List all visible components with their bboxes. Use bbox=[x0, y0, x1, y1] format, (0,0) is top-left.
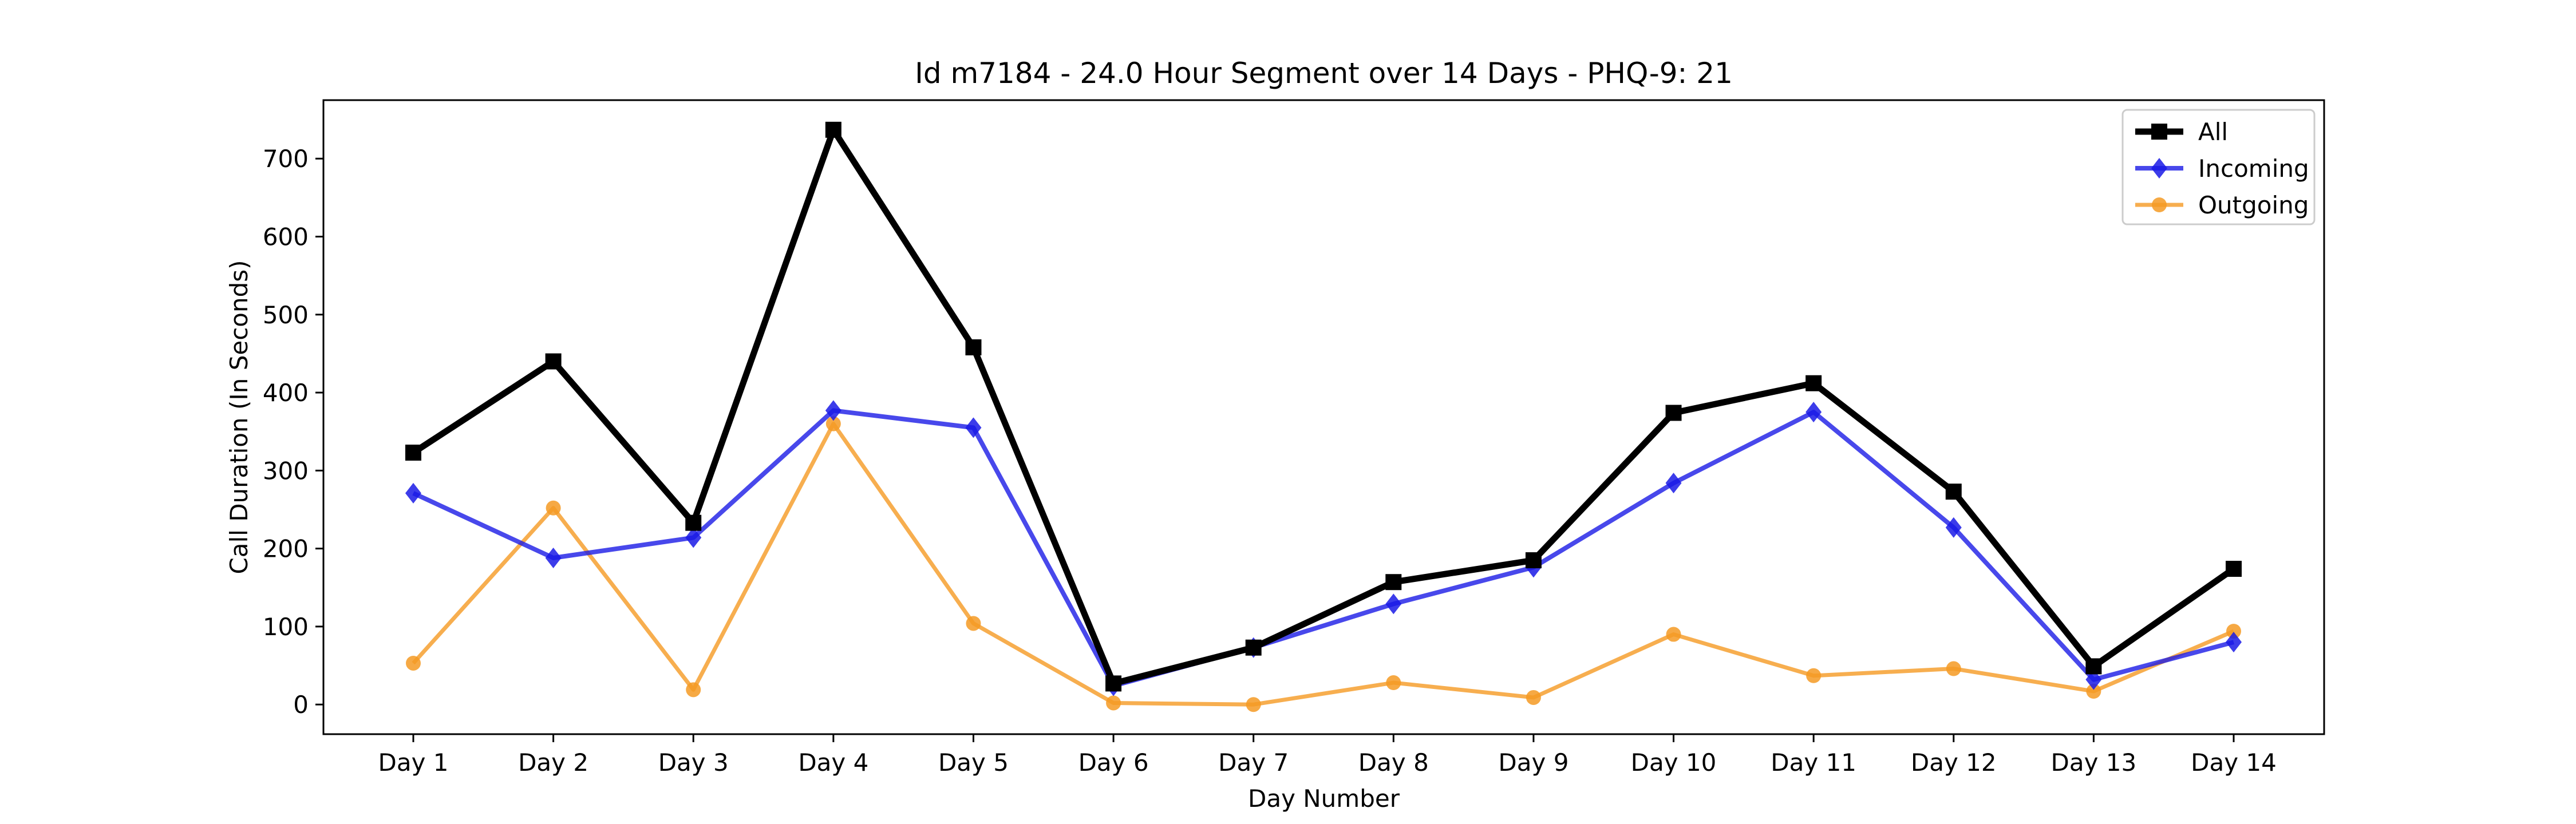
data-point-all bbox=[2226, 561, 2242, 577]
legend-item-outgoing: Outgoing bbox=[2135, 191, 2309, 219]
x-tick-label: Day 7 bbox=[1218, 748, 1289, 777]
x-tick-label: Day 1 bbox=[378, 748, 448, 777]
data-point-incoming bbox=[2226, 632, 2242, 653]
y-tick-label: 0 bbox=[293, 691, 309, 719]
data-point-incoming bbox=[1665, 473, 1682, 494]
data-point-outgoing bbox=[966, 616, 981, 631]
data-point-all bbox=[825, 121, 841, 138]
legend-label: All bbox=[2198, 118, 2228, 146]
series-line-outgoing bbox=[412, 422, 2235, 707]
data-point-outgoing bbox=[825, 416, 841, 431]
data-point-outgoing bbox=[2226, 624, 2241, 639]
x-tick-label: Day 6 bbox=[1078, 748, 1149, 777]
data-point-incoming bbox=[405, 482, 421, 504]
data-point-all bbox=[1385, 574, 1402, 591]
x-tick-label: Day 5 bbox=[938, 748, 1009, 777]
series-outgoing bbox=[406, 416, 2241, 712]
data-point-all bbox=[685, 514, 702, 531]
x-tick-label: Day 12 bbox=[1911, 748, 1997, 777]
data-point-outgoing bbox=[686, 682, 701, 698]
y-axis-label: Call Duration (In Seconds) bbox=[225, 260, 253, 574]
data-point-outgoing bbox=[1526, 690, 1541, 705]
legend-label: Outgoing bbox=[2198, 191, 2309, 219]
legend-box bbox=[2121, 109, 2316, 225]
data-point-outgoing bbox=[1946, 661, 1961, 676]
y-tick-label: 600 bbox=[263, 223, 309, 251]
data-point-outgoing bbox=[1386, 675, 1401, 691]
legend-item-all: All bbox=[2135, 118, 2228, 146]
data-point-outgoing bbox=[1106, 695, 1121, 711]
legend-swatch-marker bbox=[2151, 124, 2167, 140]
plot-frame bbox=[322, 99, 2325, 735]
data-point-all bbox=[965, 339, 982, 356]
x-axis-label: Day Number bbox=[1248, 785, 1400, 813]
data-point-incoming bbox=[1945, 517, 1962, 538]
legend-item-incoming: Incoming bbox=[2135, 154, 2309, 183]
x-tick-label: Day 4 bbox=[798, 748, 868, 777]
data-point-outgoing bbox=[1246, 697, 1261, 712]
x-tick-label: Day 2 bbox=[518, 748, 588, 777]
data-point-incoming bbox=[685, 527, 702, 548]
data-point-outgoing bbox=[2086, 684, 2101, 699]
y-tick-label: 100 bbox=[263, 613, 309, 641]
data-point-all bbox=[405, 445, 421, 461]
data-point-outgoing bbox=[1666, 627, 1681, 642]
data-point-incoming bbox=[2085, 669, 2102, 690]
series-line-incoming bbox=[412, 408, 2235, 688]
data-point-outgoing bbox=[546, 500, 561, 516]
x-tick-label: Day 14 bbox=[2191, 748, 2277, 777]
x-tick-label: Day 9 bbox=[1498, 748, 1568, 777]
x-tick-label: Day 3 bbox=[658, 748, 729, 777]
data-point-incoming bbox=[965, 417, 982, 438]
plot-area: 0 100 200 300 400 500 600 700 Day 1 Day 2 Day 3 Day… bbox=[263, 99, 2325, 777]
data-point-incoming bbox=[825, 400, 841, 421]
legend-label: Incoming bbox=[2198, 154, 2309, 183]
y-tick-label: 700 bbox=[263, 145, 309, 173]
data-point-all bbox=[545, 353, 562, 370]
x-tick-label: Day 11 bbox=[1771, 748, 1856, 777]
y-tick-label: 200 bbox=[263, 535, 309, 563]
x-tick-label: Day 13 bbox=[2051, 748, 2137, 777]
data-point-all bbox=[1525, 552, 1542, 569]
series-line-all bbox=[411, 126, 2236, 687]
series-all bbox=[405, 121, 2242, 692]
data-point-outgoing bbox=[1806, 668, 1822, 683]
data-point-all bbox=[1665, 405, 1682, 421]
y-tick-label: 300 bbox=[263, 457, 309, 485]
data-point-outgoing bbox=[406, 655, 421, 671]
y-tick-label: 500 bbox=[263, 301, 309, 329]
y-tick-label: 400 bbox=[263, 379, 309, 407]
data-point-incoming bbox=[1385, 593, 1402, 615]
chart-title: Id m7184 - 24.0 Hour Segment over 14 Day… bbox=[915, 57, 1733, 90]
data-point-incoming bbox=[1805, 402, 1822, 423]
legend: All Incoming Outgoing bbox=[2121, 109, 2316, 225]
data-point-all bbox=[1105, 675, 1122, 692]
data-point-all bbox=[1805, 375, 1822, 391]
data-point-all bbox=[1245, 639, 1262, 656]
data-point-incoming bbox=[545, 547, 562, 568]
legend-swatch-marker bbox=[2152, 197, 2167, 212]
x-tick-label: Day 10 bbox=[1631, 748, 1717, 777]
data-point-all bbox=[1945, 484, 1962, 500]
legend-swatch-marker bbox=[2151, 158, 2167, 179]
x-tick-label: Day 8 bbox=[1358, 748, 1429, 777]
data-point-all bbox=[2085, 658, 2102, 675]
series-incoming bbox=[405, 400, 2242, 696]
